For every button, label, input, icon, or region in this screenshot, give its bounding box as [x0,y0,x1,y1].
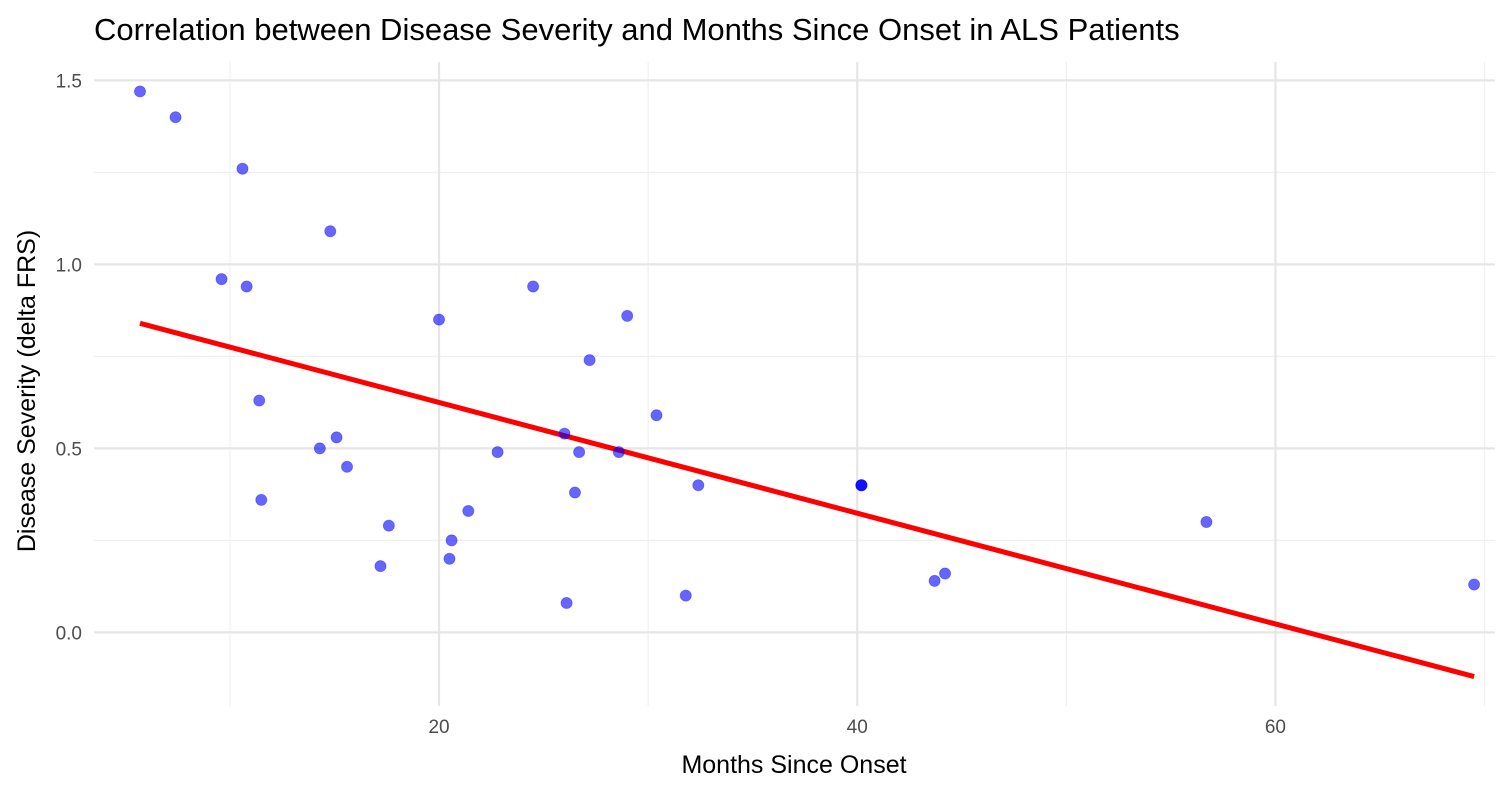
scatter-point [621,309,634,322]
scatter-point [169,111,182,124]
scatter-point [568,486,581,499]
scatter-point [560,596,573,609]
scatter-point [443,552,456,565]
tick-labels: 20 40 60 0.0 0.5 1.0 1.5 [56,71,1286,738]
scatter-point [1468,578,1481,591]
y-tick-label: 0.0 [56,623,82,644]
scatter-point [374,560,387,573]
y-tick-label: 0.5 [56,439,82,460]
scatter-point [573,446,586,459]
scatter-point [134,85,147,98]
scatter-point [679,589,692,602]
x-axis-title: Months Since Onset [681,751,906,779]
grid [94,62,1495,706]
trend-line-layer [139,320,1475,679]
x-tick-label: 20 [428,717,449,738]
scatter-point [612,446,625,459]
scatter-point [1200,516,1213,529]
scatter-point [255,493,268,506]
trend-line [139,320,1475,679]
chart-title: Correlation between Disease Severity and… [94,12,1180,47]
scatter-point [855,479,868,492]
scatter-point [253,394,266,407]
scatter-point [433,313,446,326]
scatter-point [445,534,458,547]
scatter-point [324,225,337,238]
scatter-point [692,479,705,492]
scatter-point [462,504,475,517]
y-tick-label: 1.5 [56,71,82,92]
x-tick-label: 40 [847,717,868,738]
scatter-point [583,354,596,367]
scatter-point [928,574,941,587]
scatter-point [236,162,249,175]
scatter-point [558,427,571,440]
scatter-point [650,409,663,422]
scatter-point [215,273,228,286]
scatter-point [527,280,540,293]
scatter-point [491,446,504,459]
scatter-point [330,431,343,444]
y-tick-label: 1.0 [56,255,82,276]
scatter-point [313,442,326,455]
scatter-point [240,280,253,293]
x-tick-label: 60 [1265,717,1286,738]
scatter-point [341,460,354,473]
scatter-point [939,567,952,580]
scatter-points [134,85,1481,609]
scatter-point [382,519,395,532]
y-axis-title: Disease Severity (delta FRS) [13,230,41,552]
